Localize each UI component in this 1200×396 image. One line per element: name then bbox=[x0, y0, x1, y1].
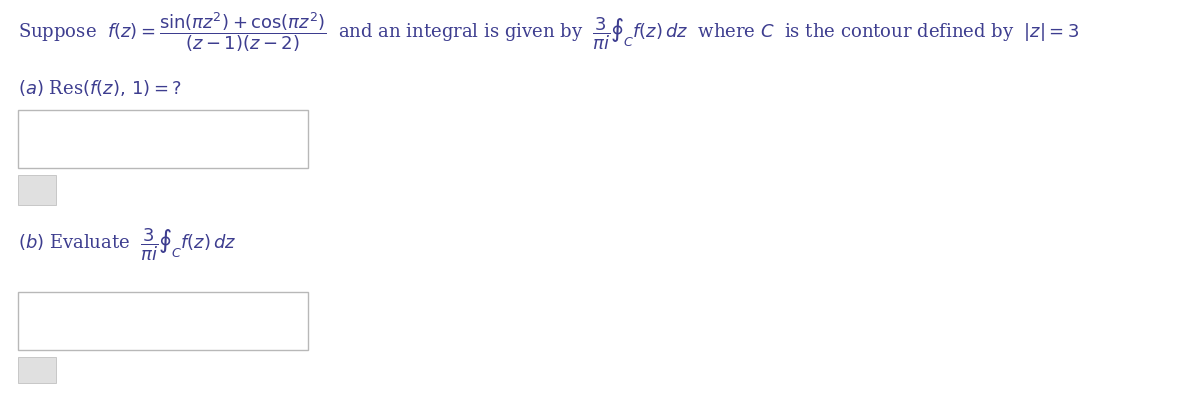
Text: $(a)$ Res$(f(z),\, 1) =?$: $(a)$ Res$(f(z),\, 1) =?$ bbox=[18, 78, 182, 98]
Bar bbox=[18, 110, 308, 168]
Bar bbox=[18, 175, 56, 205]
Bar bbox=[18, 292, 308, 350]
Text: Suppose  $f(z) = \dfrac{\sin(\pi z^2)+\cos(\pi z^2)}{(z-1)(z-2)}$  and an integr: Suppose $f(z) = \dfrac{\sin(\pi z^2)+\co… bbox=[18, 10, 1080, 54]
Bar bbox=[18, 357, 56, 383]
Text: $(b)$ Evaluate  $\dfrac{3}{\pi i} \oint_C f(z)\,dz$: $(b)$ Evaluate $\dfrac{3}{\pi i} \oint_C… bbox=[18, 226, 236, 263]
